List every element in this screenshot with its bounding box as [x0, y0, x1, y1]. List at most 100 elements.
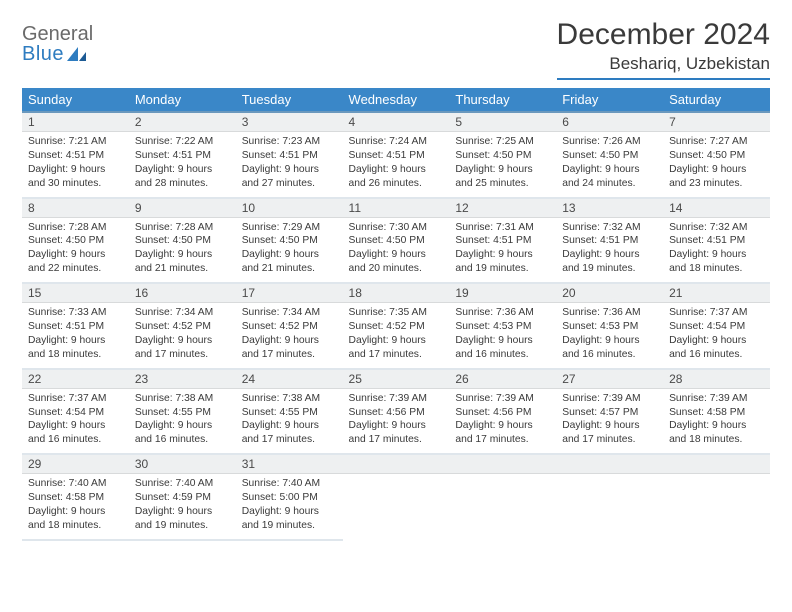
day-number-cell: 21: [663, 283, 770, 303]
sunset-line: Sunset: 4:57 PM: [562, 406, 657, 420]
day-body-cell: Sunrise: 7:39 AMSunset: 4:56 PMDaylight:…: [343, 388, 450, 454]
daylight-line: Daylight: 9 hours and 17 minutes.: [135, 334, 230, 362]
day-number-cell: 20: [556, 283, 663, 303]
day-number-cell: 1: [22, 112, 129, 132]
sunrise-line: Sunrise: 7:28 AM: [135, 221, 230, 235]
daylight-line: Daylight: 9 hours and 18 minutes.: [28, 505, 123, 533]
sunset-line: Sunset: 4:54 PM: [669, 320, 764, 334]
day-number-cell: [449, 454, 556, 474]
day-body-cell: Sunrise: 7:36 AMSunset: 4:53 PMDaylight:…: [449, 303, 556, 369]
sunset-line: Sunset: 4:56 PM: [455, 406, 550, 420]
sunrise-line: Sunrise: 7:40 AM: [28, 477, 123, 491]
daylight-line: Daylight: 9 hours and 18 minutes.: [28, 334, 123, 362]
daylight-line: Daylight: 9 hours and 16 minutes.: [669, 334, 764, 362]
daylight-line: Daylight: 9 hours and 16 minutes.: [135, 419, 230, 447]
sunset-line: Sunset: 4:59 PM: [135, 491, 230, 505]
day-body-cell: Sunrise: 7:32 AMSunset: 4:51 PMDaylight:…: [663, 217, 770, 283]
day-number-row: 891011121314: [22, 198, 770, 218]
day-body-cell: Sunrise: 7:34 AMSunset: 4:52 PMDaylight:…: [236, 303, 343, 369]
calendar-page: General Blue December 2024 Beshariq, Uzb…: [0, 0, 792, 559]
sunrise-line: Sunrise: 7:32 AM: [669, 221, 764, 235]
sunset-line: Sunset: 4:51 PM: [349, 149, 444, 163]
day-number-cell: 23: [129, 369, 236, 389]
sunset-line: Sunset: 4:52 PM: [242, 320, 337, 334]
sunset-line: Sunset: 4:54 PM: [28, 406, 123, 420]
day-number-cell: 26: [449, 369, 556, 389]
day-body-cell: Sunrise: 7:37 AMSunset: 4:54 PMDaylight:…: [663, 303, 770, 369]
sunset-line: Sunset: 4:53 PM: [562, 320, 657, 334]
day-body-cell: Sunrise: 7:28 AMSunset: 4:50 PMDaylight:…: [22, 217, 129, 283]
day-number-cell: 12: [449, 198, 556, 218]
daylight-line: Daylight: 9 hours and 23 minutes.: [669, 163, 764, 191]
day-number-row: 293031: [22, 454, 770, 474]
sunset-line: Sunset: 4:51 PM: [242, 149, 337, 163]
daylight-line: Daylight: 9 hours and 25 minutes.: [455, 163, 550, 191]
day-number-cell: 5: [449, 112, 556, 132]
day-body-cell: Sunrise: 7:23 AMSunset: 4:51 PMDaylight:…: [236, 132, 343, 198]
day-number-cell: 16: [129, 283, 236, 303]
daylight-line: Daylight: 9 hours and 19 minutes.: [455, 248, 550, 276]
day-body-cell: [556, 474, 663, 540]
day-body-cell: Sunrise: 7:30 AMSunset: 4:50 PMDaylight:…: [343, 217, 450, 283]
day-body-cell: Sunrise: 7:38 AMSunset: 4:55 PMDaylight:…: [236, 388, 343, 454]
sunrise-line: Sunrise: 7:40 AM: [242, 477, 337, 491]
daylight-line: Daylight: 9 hours and 18 minutes.: [669, 248, 764, 276]
day-body-cell: Sunrise: 7:25 AMSunset: 4:50 PMDaylight:…: [449, 132, 556, 198]
sunrise-line: Sunrise: 7:28 AM: [28, 221, 123, 235]
sunset-line: Sunset: 4:51 PM: [28, 149, 123, 163]
sunrise-line: Sunrise: 7:36 AM: [455, 306, 550, 320]
daylight-line: Daylight: 9 hours and 20 minutes.: [349, 248, 444, 276]
day-body-cell: [449, 474, 556, 540]
daylight-line: Daylight: 9 hours and 19 minutes.: [242, 505, 337, 533]
sunrise-line: Sunrise: 7:39 AM: [349, 392, 444, 406]
day-number-cell: 14: [663, 198, 770, 218]
day-body-cell: Sunrise: 7:28 AMSunset: 4:50 PMDaylight:…: [129, 217, 236, 283]
daylight-line: Daylight: 9 hours and 16 minutes.: [455, 334, 550, 362]
calendar-body: 1234567Sunrise: 7:21 AMSunset: 4:51 PMDa…: [22, 112, 770, 540]
sunrise-line: Sunrise: 7:38 AM: [242, 392, 337, 406]
sunset-line: Sunset: 4:50 PM: [349, 234, 444, 248]
daylight-line: Daylight: 9 hours and 17 minutes.: [349, 419, 444, 447]
daylight-line: Daylight: 9 hours and 17 minutes.: [349, 334, 444, 362]
day-number-row: 1234567: [22, 112, 770, 132]
sunrise-line: Sunrise: 7:33 AM: [28, 306, 123, 320]
day-header: Sunday: [22, 88, 129, 112]
day-number-cell: 25: [343, 369, 450, 389]
sunset-line: Sunset: 4:50 PM: [242, 234, 337, 248]
daylight-line: Daylight: 9 hours and 19 minutes.: [562, 248, 657, 276]
day-header: Wednesday: [343, 88, 450, 112]
day-body-cell: [343, 474, 450, 540]
logo: General Blue: [22, 18, 93, 64]
day-number-cell: 2: [129, 112, 236, 132]
daylight-line: Daylight: 9 hours and 19 minutes.: [135, 505, 230, 533]
day-number-cell: 13: [556, 198, 663, 218]
sunset-line: Sunset: 4:51 PM: [455, 234, 550, 248]
day-body-cell: Sunrise: 7:39 AMSunset: 4:58 PMDaylight:…: [663, 388, 770, 454]
day-header: Thursday: [449, 88, 556, 112]
sunrise-line: Sunrise: 7:31 AM: [455, 221, 550, 235]
sunset-line: Sunset: 4:53 PM: [455, 320, 550, 334]
day-number-cell: 7: [663, 112, 770, 132]
day-number-cell: 24: [236, 369, 343, 389]
day-header-row: SundayMondayTuesdayWednesdayThursdayFrid…: [22, 88, 770, 112]
day-number-cell: [663, 454, 770, 474]
sunrise-line: Sunrise: 7:24 AM: [349, 135, 444, 149]
day-number-cell: 29: [22, 454, 129, 474]
day-body-cell: Sunrise: 7:27 AMSunset: 4:50 PMDaylight:…: [663, 132, 770, 198]
sunrise-line: Sunrise: 7:27 AM: [669, 135, 764, 149]
day-body-cell: Sunrise: 7:24 AMSunset: 4:51 PMDaylight:…: [343, 132, 450, 198]
day-number-cell: 17: [236, 283, 343, 303]
sunrise-line: Sunrise: 7:26 AM: [562, 135, 657, 149]
sunrise-line: Sunrise: 7:39 AM: [562, 392, 657, 406]
sunrise-line: Sunrise: 7:38 AM: [135, 392, 230, 406]
day-body-cell: Sunrise: 7:21 AMSunset: 4:51 PMDaylight:…: [22, 132, 129, 198]
day-body-row: Sunrise: 7:40 AMSunset: 4:58 PMDaylight:…: [22, 474, 770, 540]
sunset-line: Sunset: 4:56 PM: [349, 406, 444, 420]
sunset-line: Sunset: 4:50 PM: [562, 149, 657, 163]
daylight-line: Daylight: 9 hours and 16 minutes.: [28, 419, 123, 447]
header: General Blue December 2024 Beshariq, Uzb…: [22, 18, 770, 80]
day-body-row: Sunrise: 7:21 AMSunset: 4:51 PMDaylight:…: [22, 132, 770, 198]
sunset-line: Sunset: 4:50 PM: [28, 234, 123, 248]
sunrise-line: Sunrise: 7:22 AM: [135, 135, 230, 149]
month-title: December 2024: [557, 18, 770, 52]
